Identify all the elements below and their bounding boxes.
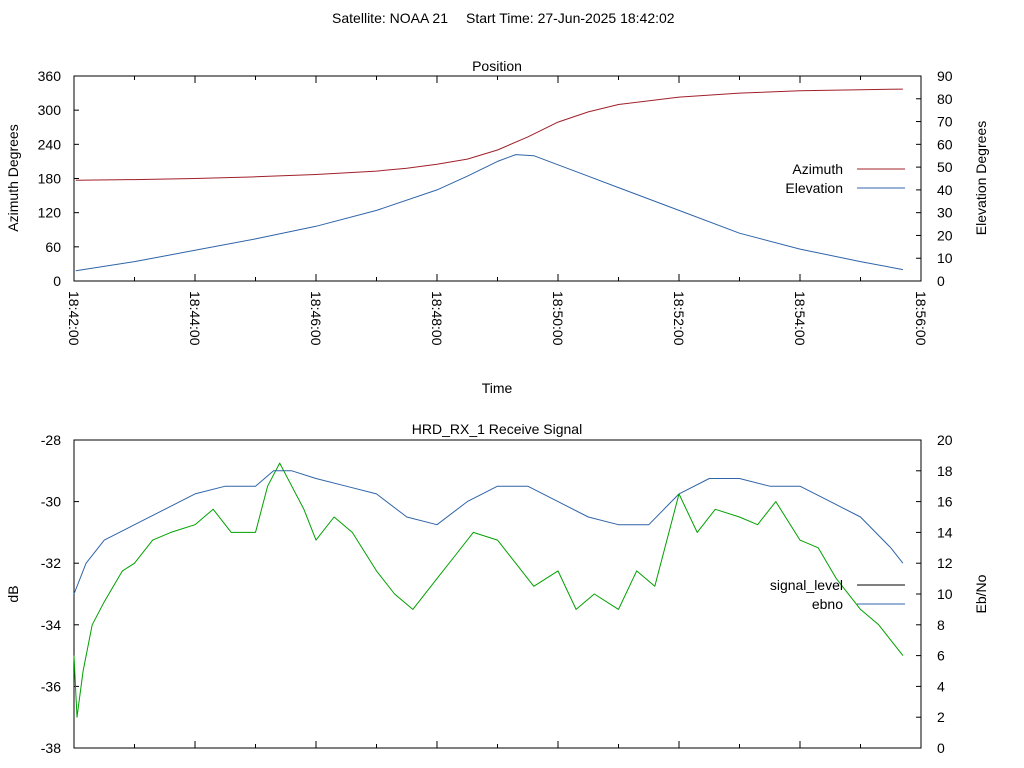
y-tick-label: 0 [53,273,61,289]
y2-tick-label: 90 [937,68,953,84]
start-time-label: Start Time: 27-Jun-2025 18:42:02 [466,10,675,26]
y-tick-label: -28 [41,432,61,448]
series-line-azimuth [75,88,903,181]
legend-azimuth-label: Azimuth [792,161,843,177]
y-tick-label: -38 [41,740,61,756]
y2-tick-label: 30 [937,205,953,221]
series-line-elevation [75,154,903,272]
y2-tick-label: 10 [937,586,953,602]
position-axis-ticks: 0 60 120 180 240 300 360 0 10 20 30 40 50 60 70 80 90 18:… [38,68,953,346]
legend-elevation-label: Elevation [785,180,843,196]
y-tick-label: -34 [41,617,61,633]
receive-axis-ticks: -38 -36 -34 -32 -30 -28 0 2 4 6 8 10 12 14 16 18 20 [41,432,953,756]
x-tick-label: 18:52:00 [671,291,687,346]
y2-tick-label: 2 [937,709,945,725]
y-tick-label: 120 [38,205,62,221]
satellite-label: Satellite: NOAA 21 [332,10,448,26]
position-series [75,88,903,272]
legend-ebno-label: ebno [812,596,843,612]
receive-series [73,462,904,718]
y2-tick-label: 0 [937,740,945,756]
y2-tick-label: 70 [937,114,953,130]
y2-tick-label: 14 [937,524,953,540]
y2-tick-label: 40 [937,182,953,198]
position-legend: Azimuth Elevation [785,161,905,196]
x-tick-label: 18:42:00 [66,291,82,346]
y2-tick-label: 4 [937,678,945,694]
y2-tick-label: 80 [937,91,953,107]
y2-tick-label: 8 [937,617,945,633]
y2-tick-label: 10 [937,250,953,266]
y2-tick-label: 50 [937,159,953,175]
y2-tick-label: 0 [937,273,945,289]
x-tick-label: 18:50:00 [550,291,566,346]
y2-tick-label: 6 [937,648,945,664]
x-tick-label: 18:56:00 [913,291,929,346]
series-line-rx-trace [73,462,904,718]
legend-signal-level-label: signal_level [770,577,843,593]
x-tick-label: 18:48:00 [429,291,445,346]
position-chart-title: Position [472,58,522,74]
y-tick-label: 360 [38,68,62,84]
y-tick-label: 300 [38,102,62,118]
y2-tick-label: 12 [937,555,953,571]
y-tick-label: -36 [41,678,61,694]
receive-legend: signal_level ebno [770,577,905,612]
y2-tick-label: 20 [937,432,953,448]
receive-signal-chart: HRD_RX_1 Receive Signal -38-36-34-32-30-… [5,421,989,756]
x-tick-label: 18:46:00 [308,291,324,346]
position-y-axis-label: Azimuth Degrees [5,124,21,231]
position-chart: Position 0 60 120 180 240 300 360 0 10 20 30 40 50 60… [5,58,989,396]
y-tick-label: -30 [41,494,61,510]
y-tick-label: 60 [45,239,61,255]
y2-tick-label: 60 [937,136,953,152]
y-tick-label: 180 [38,171,62,187]
series-line-ebno [73,470,904,595]
position-y2-axis-label: Elevation Degrees [973,121,989,235]
x-tick-label: 18:54:00 [792,291,808,346]
y2-tick-label: 18 [937,463,953,479]
y2-tick-label: 16 [937,494,953,510]
y-tick-label: 240 [38,136,62,152]
receive-y2-axis-label: Eb/No [973,574,989,613]
position-x-axis-label: Time [482,380,513,396]
receive-y-axis-label: dB [5,585,21,602]
x-tick-label: 18:44:00 [187,291,203,346]
receive-signal-chart-title: HRD_RX_1 Receive Signal [412,421,582,437]
y2-tick-label: 20 [937,227,953,243]
y-tick-label: -32 [41,555,61,571]
